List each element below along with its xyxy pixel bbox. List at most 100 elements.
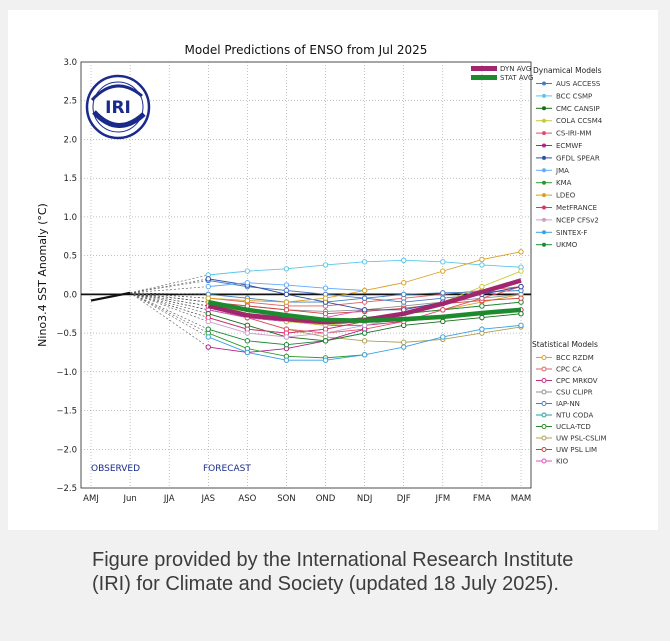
data-point [283, 299, 290, 305]
legend-label: UCLA-TCD [556, 423, 591, 431]
projection-connector [130, 292, 209, 311]
y-tick-label: 1.0 [63, 213, 77, 223]
observed-label: OBSERVED [91, 464, 140, 474]
legend-label: AUS ACCESS [556, 80, 601, 88]
legend-marker [541, 355, 547, 360]
observed-line [90, 291, 131, 302]
data-point [479, 326, 485, 332]
legend-label: IAP-NN [556, 400, 580, 408]
data-point [322, 338, 329, 344]
legend-label: DYN AVG [500, 65, 531, 73]
data-point [361, 295, 368, 301]
y-tick-label: 1.5 [63, 174, 77, 184]
data-point [244, 349, 251, 356]
data-point [205, 344, 211, 350]
legend-label: CSU CLIPR [556, 389, 593, 397]
legend-swatch [471, 66, 497, 71]
legend-marker [541, 389, 547, 395]
data-point [205, 326, 211, 332]
legend-marker [542, 106, 546, 111]
figure-caption: Figure provided by the International Res… [92, 549, 574, 595]
x-tick-label: AMJ [83, 494, 99, 504]
x-tick-label: DJF [397, 494, 411, 504]
figure-card: 3.0 2.5 2.0 1.5 1.0 0.5 0.0 −0.5 −1.0 −1.5 −2.0 −2.… [8, 10, 658, 530]
legend-marker [541, 378, 547, 383]
legend-label: MetFRANCE [556, 204, 597, 212]
data-point [401, 257, 407, 263]
data-point [518, 322, 524, 329]
legend-label: ECMWF [556, 142, 582, 150]
y-tick-label: 0.0 [63, 290, 77, 300]
legend-label: NCEP CFSv2 [556, 216, 599, 224]
data-point [244, 280, 251, 286]
legend-label: NTU CODA [556, 412, 594, 420]
data-point [322, 295, 329, 301]
legend-marker [542, 242, 546, 247]
data-point [518, 283, 524, 290]
y-tick-label: 2.5 [63, 97, 77, 107]
projection-connector [129, 292, 209, 334]
data-point [244, 338, 251, 344]
y-tick-label: 0.5 [63, 252, 77, 262]
x-tick-label: OND [316, 494, 336, 504]
x-tick-label: JFM [434, 494, 450, 504]
data-point [361, 352, 368, 358]
y-tick-label: −1.5 [56, 407, 77, 417]
projection-connector [130, 292, 209, 307]
legend-title-dynamical: Dynamical Models [533, 66, 602, 75]
legend-label: CPC CA [556, 366, 582, 374]
data-point [361, 338, 368, 344]
data-point [205, 318, 211, 325]
data-point [401, 291, 407, 298]
legend-label: GFDL SPEAR [556, 154, 600, 162]
data-point [205, 283, 211, 290]
data-point [244, 330, 251, 336]
projection-connector [129, 292, 209, 338]
data-point [518, 249, 524, 255]
x-tick-label: SON [277, 494, 295, 504]
series-layer [90, 249, 524, 363]
data-point [518, 268, 524, 274]
legend-marker [542, 93, 546, 98]
data-point [479, 256, 485, 263]
series-line [208, 317, 404, 338]
data-point [401, 299, 407, 305]
y-tick-label: 2.0 [63, 135, 77, 145]
legend-label: CMC CANSIP [556, 105, 600, 113]
legend-label: BCC CSMP [556, 92, 592, 100]
data-point [205, 295, 211, 301]
projection-connector [129, 292, 209, 322]
y-tick-label: −2.5 [56, 484, 77, 494]
data-point [361, 307, 368, 313]
x-tick-label: ASO [238, 494, 256, 504]
y-tick-label: −2.0 [56, 445, 77, 455]
legend-marker [542, 155, 546, 160]
x-tick-label: NDJ [357, 494, 372, 504]
legend-marker [541, 435, 547, 441]
legend-marker [541, 447, 547, 452]
legend-marker [542, 205, 546, 210]
legend-swatch [471, 75, 497, 80]
legend-marker [542, 180, 546, 185]
data-point [440, 307, 446, 313]
data-point [440, 259, 446, 265]
legend-label: SINTEX-F [556, 229, 587, 237]
legend-label: LDEO [556, 192, 576, 200]
x-tick-label: Jun [122, 494, 136, 504]
projection-connector [130, 292, 209, 295]
legend-label: JMA [555, 167, 569, 175]
data-point [361, 259, 368, 265]
series-line [207, 299, 522, 323]
data-point [283, 291, 290, 298]
data-point [518, 295, 524, 301]
data-point [205, 276, 211, 282]
data-point [440, 290, 446, 296]
legend-label: STAT AVG [500, 74, 533, 82]
legend-marker [542, 143, 546, 148]
x-tick-label: FMA [473, 494, 491, 504]
data-point [322, 285, 329, 291]
legend-marker [541, 412, 547, 418]
projection-connector [130, 274, 209, 294]
logo-text: IRI [105, 98, 131, 118]
